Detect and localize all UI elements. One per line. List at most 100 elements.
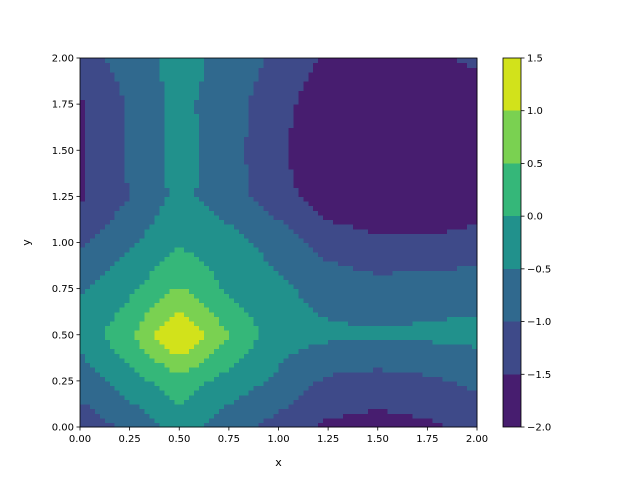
contour-cell bbox=[367, 200, 374, 207]
contour-cell bbox=[347, 219, 354, 225]
contour-cell bbox=[412, 237, 419, 244]
contour-cell bbox=[422, 371, 428, 377]
contour-cell bbox=[119, 182, 126, 188]
contour-cell bbox=[308, 371, 314, 377]
contour-cell bbox=[263, 413, 270, 419]
contour-cell bbox=[303, 293, 309, 299]
contour-cell bbox=[447, 422, 453, 428]
contour-cell bbox=[124, 284, 131, 290]
contour-cell bbox=[298, 284, 304, 290]
contour-cell bbox=[154, 237, 160, 244]
contour-cell bbox=[218, 200, 225, 207]
contour-cell bbox=[263, 279, 270, 285]
contour-cell bbox=[323, 385, 329, 391]
contour-cell bbox=[154, 371, 160, 377]
contour-cell bbox=[189, 394, 195, 400]
contour-cell bbox=[372, 150, 379, 156]
contour-cell bbox=[347, 399, 354, 405]
contour-cell bbox=[367, 371, 374, 377]
contour-cell bbox=[457, 251, 463, 257]
contour-cell bbox=[80, 233, 86, 239]
contour-cell bbox=[164, 394, 170, 400]
contour-cell bbox=[472, 242, 478, 248]
contour-cell bbox=[223, 367, 230, 373]
contour-cell bbox=[402, 385, 409, 391]
contour-cell bbox=[109, 367, 116, 373]
contour-cell bbox=[253, 417, 260, 423]
contour-cell bbox=[333, 200, 339, 207]
contour-cell bbox=[124, 403, 131, 410]
contour-cell bbox=[139, 182, 146, 188]
contour-cell bbox=[437, 376, 443, 382]
contour-cell bbox=[159, 288, 165, 294]
contour-cell bbox=[104, 357, 111, 364]
contour-cell bbox=[114, 394, 121, 400]
contour-cell bbox=[243, 233, 250, 239]
contour-cell bbox=[149, 357, 156, 364]
contour-cell bbox=[298, 159, 304, 165]
contour-cell bbox=[442, 334, 448, 340]
contour-cell bbox=[248, 205, 255, 211]
contour-cell bbox=[467, 376, 473, 382]
contour-cell bbox=[278, 385, 285, 391]
contour-cell bbox=[447, 353, 453, 359]
contour-cell bbox=[243, 380, 250, 387]
contour-cell bbox=[248, 191, 255, 197]
contour-cell bbox=[357, 242, 364, 248]
contour-cell bbox=[104, 385, 111, 391]
contour-cell bbox=[223, 191, 230, 197]
contour-cell bbox=[357, 228, 364, 234]
contour-cell bbox=[427, 210, 433, 216]
contour-cell bbox=[218, 159, 225, 165]
contour-cell bbox=[323, 274, 329, 280]
contour-cell bbox=[442, 196, 448, 202]
contour-cell bbox=[377, 168, 384, 174]
contour-cell bbox=[467, 422, 473, 428]
contour-cell bbox=[80, 394, 86, 400]
contour-cell bbox=[293, 288, 299, 294]
contour-cell bbox=[347, 302, 354, 308]
contour-cell bbox=[204, 164, 210, 170]
contour-cell bbox=[452, 251, 458, 257]
contour-cell bbox=[213, 376, 220, 382]
contour-cell bbox=[124, 417, 131, 423]
contour-cell bbox=[228, 403, 235, 410]
contour-cell bbox=[328, 348, 334, 354]
contour-cell bbox=[189, 182, 195, 188]
contour-cell bbox=[218, 168, 225, 174]
contour-cell bbox=[253, 154, 260, 161]
contour-cell bbox=[233, 187, 240, 193]
contour-cell bbox=[328, 219, 334, 225]
contour-cell bbox=[174, 367, 180, 373]
contour-cell bbox=[467, 408, 473, 414]
contour-cell bbox=[333, 182, 339, 188]
contour-cell bbox=[119, 154, 126, 161]
contour-cell bbox=[204, 316, 210, 322]
contour-cell bbox=[154, 173, 160, 179]
contour-cell bbox=[303, 371, 309, 377]
contour-cell bbox=[323, 284, 329, 290]
contour-cell bbox=[164, 284, 170, 290]
contour-cell bbox=[194, 288, 200, 294]
contour-cell bbox=[233, 260, 240, 267]
contour-cell bbox=[238, 422, 245, 428]
contour-cell bbox=[243, 279, 250, 285]
contour-cell bbox=[154, 343, 160, 350]
contour-cell bbox=[169, 154, 175, 161]
contour-cell bbox=[452, 348, 458, 354]
contour-cell bbox=[134, 274, 141, 280]
contour-cell bbox=[417, 362, 424, 368]
contour-cell bbox=[154, 390, 160, 396]
contour-cell bbox=[164, 353, 170, 359]
contour-cell bbox=[343, 320, 349, 327]
contour-cell bbox=[194, 247, 200, 253]
contour-cell bbox=[382, 311, 389, 317]
contour-cell bbox=[228, 177, 235, 184]
contour-cell bbox=[263, 394, 270, 400]
contour-cell bbox=[273, 164, 280, 170]
contour-cell bbox=[452, 150, 458, 156]
contour-cell bbox=[432, 168, 438, 174]
contour-cell bbox=[387, 288, 394, 294]
contour-cell bbox=[253, 265, 260, 271]
contour-cell bbox=[387, 316, 394, 322]
